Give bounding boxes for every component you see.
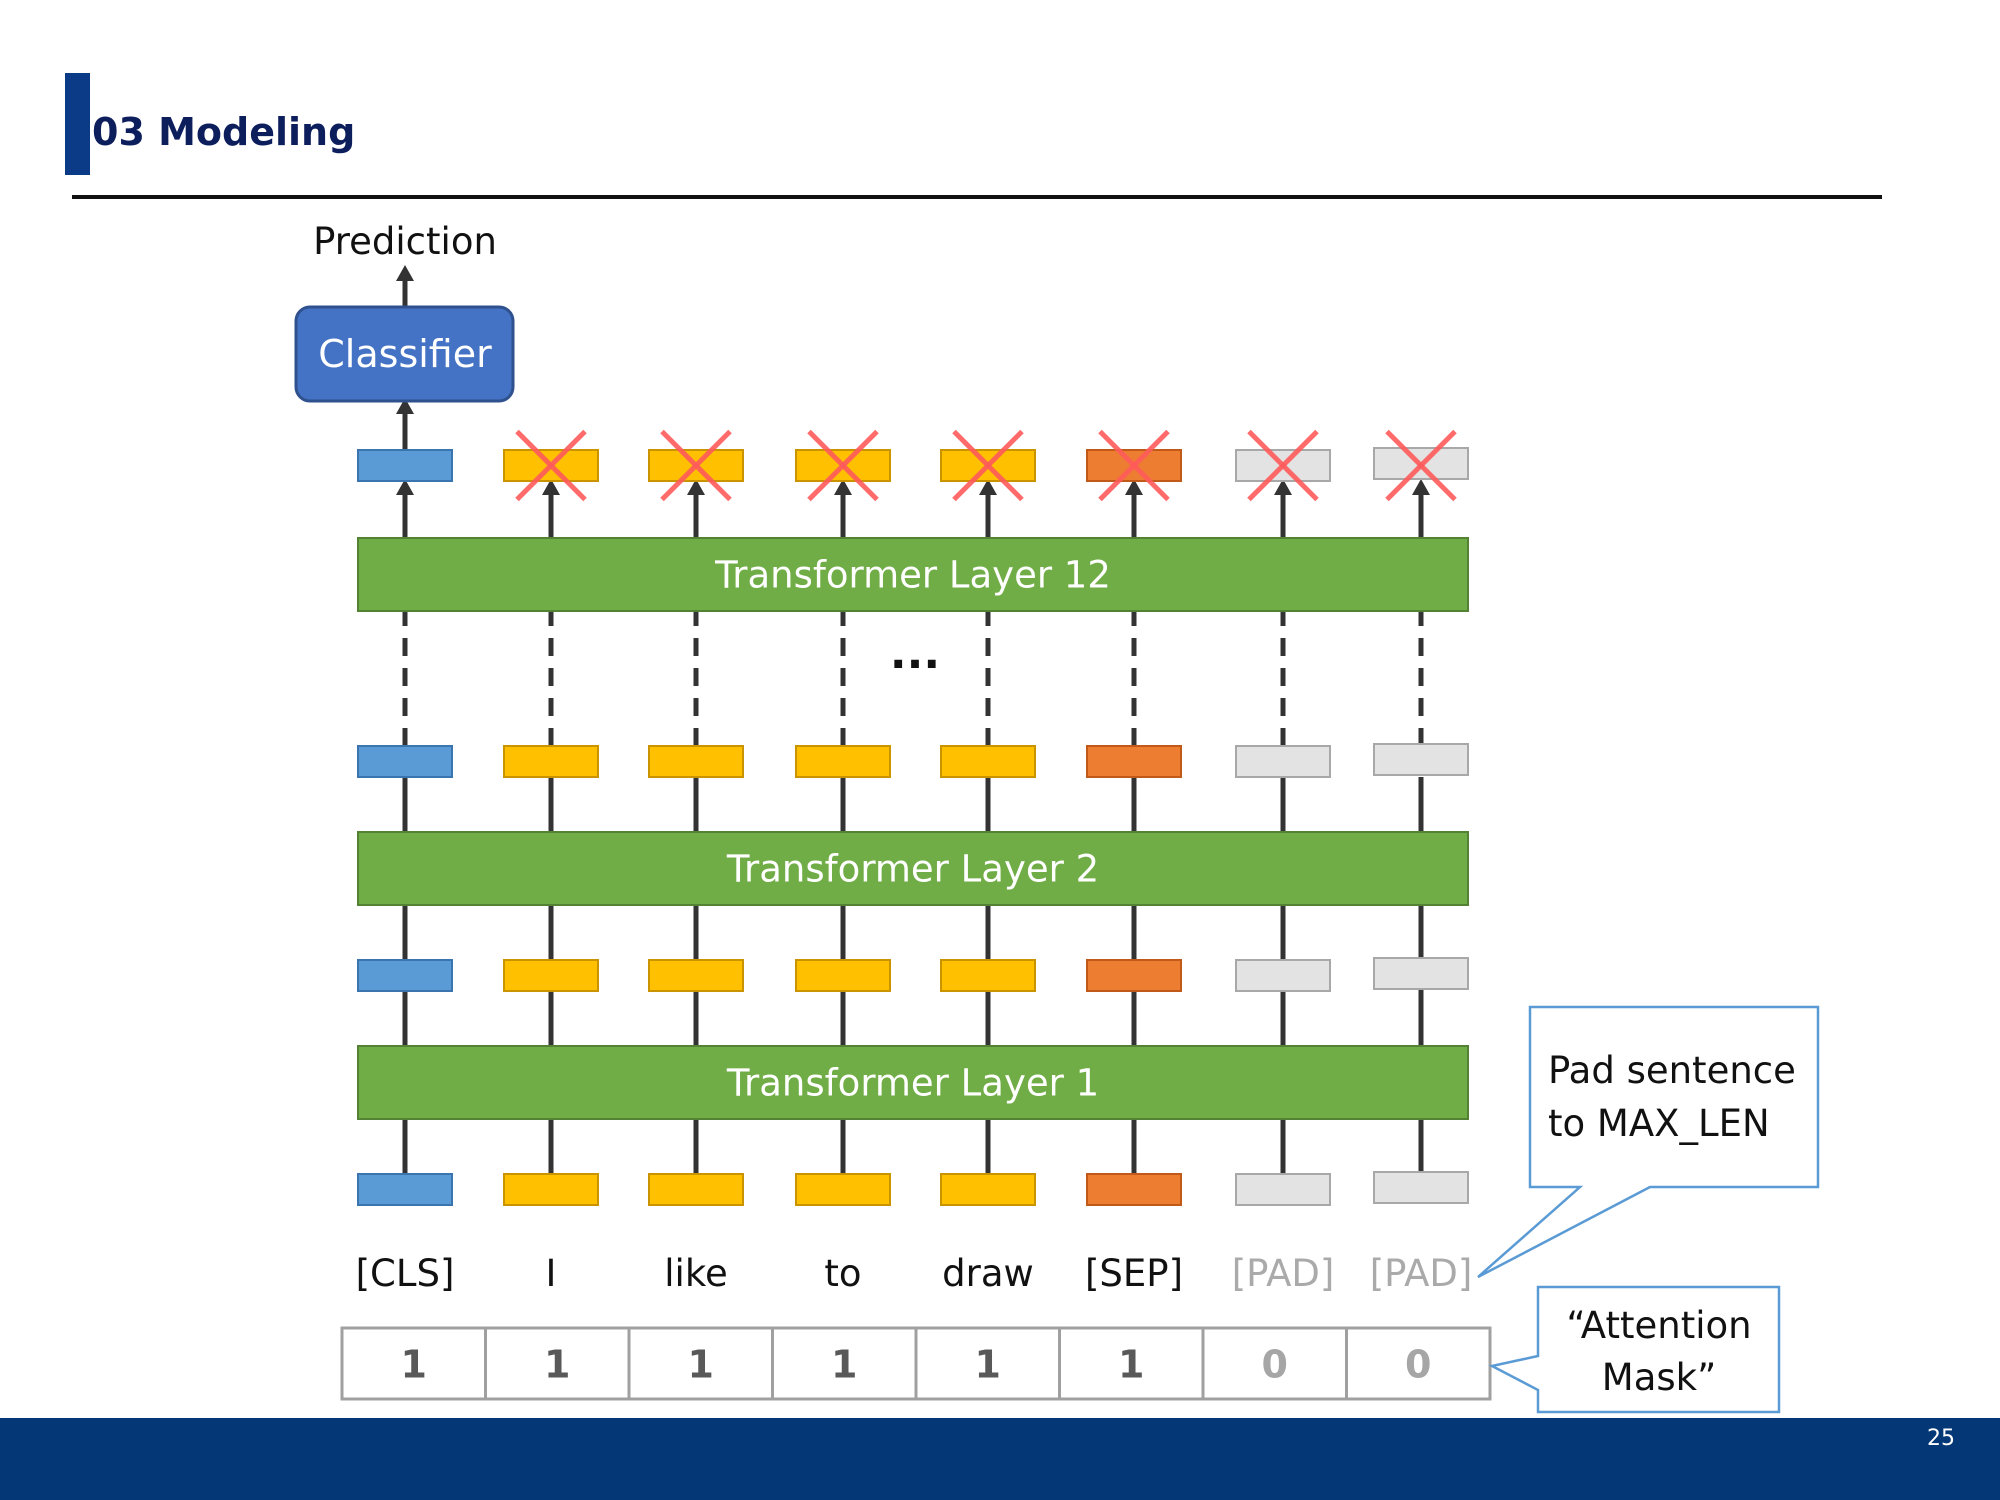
discard-cross-icon [515, 429, 587, 502]
transformer-layer-label: Transformer Layer 1 [726, 1062, 1099, 1105]
token-embedding [940, 745, 1036, 778]
token-embedding [1086, 1173, 1182, 1206]
output-arrow-head [1125, 479, 1143, 495]
mask-cell-value: 1 [975, 1343, 1001, 1387]
token-label: like [664, 1252, 727, 1295]
token-embedding [940, 1173, 1036, 1206]
token-embedding [1086, 959, 1182, 992]
classifier-to-prediction-arrow-head [396, 265, 414, 281]
token-embedding [357, 1173, 453, 1206]
token-embedding [1235, 959, 1331, 992]
output-embedding [357, 449, 453, 482]
ellipsis: ... [890, 628, 940, 679]
output-arrow-head [687, 479, 705, 495]
token-embedding [503, 1173, 599, 1206]
token-embedding [648, 959, 744, 992]
token-label: [PAD] [1370, 1252, 1473, 1295]
mask-callout-line-1: “Attention [1566, 1304, 1751, 1347]
mask-cell-value: 1 [401, 1343, 427, 1387]
token-embedding [1373, 1171, 1469, 1204]
token-embedding [1235, 1173, 1331, 1206]
token-embedding [795, 745, 891, 778]
footer-bar [0, 1418, 2000, 1500]
output-arrow-head [979, 479, 997, 495]
token-label: I [546, 1252, 557, 1295]
token-label: to [824, 1252, 861, 1295]
mask-cell-value: 0 [1262, 1343, 1288, 1387]
mask-cell-value: 1 [544, 1343, 570, 1387]
token-label: [PAD] [1232, 1252, 1335, 1295]
mask-cell-value: 1 [1118, 1343, 1144, 1387]
token-embedding [940, 959, 1036, 992]
pad-callout-line-1: Pad sentence [1548, 1049, 1796, 1092]
output-embedding [795, 449, 891, 482]
output-arrow-head [1412, 479, 1430, 495]
discard-cross-icon [1247, 429, 1319, 502]
token-embedding [1235, 745, 1331, 778]
token-label: [CLS] [356, 1252, 455, 1295]
cross-stroke [807, 429, 879, 502]
discard-cross-icon [952, 429, 1024, 502]
transformer-layer-box [357, 831, 1469, 906]
token-embedding [357, 745, 453, 778]
token-label: draw [942, 1252, 1034, 1295]
mask-callout-box [1488, 1285, 1781, 1414]
cross-stroke [660, 429, 732, 502]
cls-to-classifier-arrow-head [396, 398, 414, 414]
output-arrow-head [396, 479, 414, 495]
classifier-label: Classifier [318, 332, 492, 376]
cross-stroke [952, 429, 1024, 502]
slide-title: 03 Modeling [92, 110, 356, 154]
mask-cell-value: 0 [1405, 1343, 1431, 1387]
mask-cell-value: 1 [831, 1343, 857, 1387]
token-embedding [648, 745, 744, 778]
token-embedding [357, 959, 453, 992]
pad-callout-box [1477, 1005, 1820, 1279]
prediction-label: Prediction [313, 220, 497, 263]
token-embedding [1086, 745, 1182, 778]
mask-callout-line-2: Mask” [1602, 1356, 1716, 1399]
discard-cross-icon [660, 429, 732, 502]
token-embedding [648, 1173, 744, 1206]
pad-callout-line-2: to MAX_LEN [1548, 1102, 1770, 1145]
cross-stroke [515, 429, 587, 502]
title-divider [72, 195, 1882, 199]
transformer-layer-label: Transformer Layer 2 [726, 848, 1099, 891]
token-embedding [503, 745, 599, 778]
output-arrow-head [1274, 479, 1292, 495]
transformer-layer-box [357, 537, 1469, 612]
mask-cell-value: 1 [688, 1343, 714, 1387]
token-embedding [795, 959, 891, 992]
cross-stroke [1098, 429, 1170, 502]
token-embedding [1373, 743, 1469, 776]
token-embedding [503, 959, 599, 992]
token-embedding [795, 1173, 891, 1206]
output-arrow-head [834, 479, 852, 495]
cross-stroke [1247, 429, 1319, 502]
transformer-layer-box [357, 1045, 1469, 1120]
classifier-box [294, 305, 515, 403]
token-embedding [1373, 957, 1469, 990]
discard-cross-icon [1385, 429, 1457, 502]
title-accent-bar [65, 73, 90, 175]
transformer-layer-label: Transformer Layer 12 [714, 554, 1111, 597]
cross-stroke [1385, 429, 1457, 502]
output-arrow-head [542, 479, 560, 495]
page-number: 25 [1927, 1426, 1955, 1451]
discard-cross-icon [1098, 429, 1170, 502]
token-label: [SEP] [1085, 1252, 1183, 1295]
discard-cross-icon [807, 429, 879, 502]
